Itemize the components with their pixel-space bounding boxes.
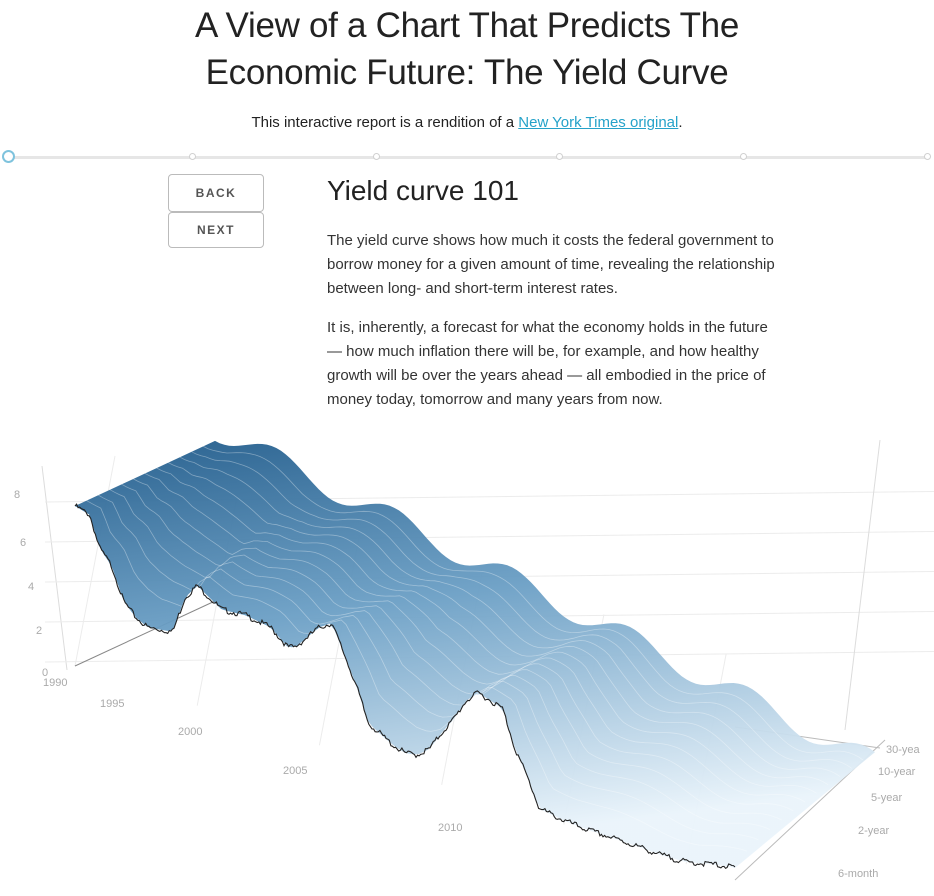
surface-band-line (133, 478, 794, 812)
axis-base-depth (74, 600, 216, 667)
progress-step-5[interactable] (740, 153, 747, 160)
yield-surface-bands (86, 446, 864, 852)
progress-step-3[interactable] (373, 153, 380, 160)
surface-band-line (121, 483, 782, 821)
x-tick-label: 2000 (178, 726, 202, 738)
yield-surface (75, 440, 875, 868)
x-tick-label: 2005 (283, 765, 307, 777)
section-paragraph-1: The yield curve shows how much it costs … (327, 232, 775, 297)
six-month-yield-line (74, 503, 736, 869)
surface-band-line (156, 467, 817, 794)
surface-band-line (179, 456, 841, 777)
progress-step-1[interactable] (2, 150, 15, 163)
y-tick-label: 4 (28, 581, 34, 593)
six-month-yield-path (74, 503, 736, 869)
section-paragraph-2: It is, inherently, a forecast for what t… (327, 319, 768, 408)
surface-band-line (109, 489, 771, 830)
section-title: Yield curve 101 (327, 175, 519, 206)
progress-step-2[interactable] (189, 153, 196, 160)
y-tick-label: 0 (42, 667, 48, 679)
yield-surface-area (75, 440, 875, 868)
y-tick-label: 6 (20, 537, 26, 549)
nyt-original-link[interactable]: New York Times original (518, 114, 679, 131)
surface-band-line (144, 473, 806, 803)
progress-step-4[interactable] (556, 153, 563, 160)
next-button[interactable]: NEXT (168, 212, 264, 248)
report-title: A View of a Chart That Predicts The Econ… (0, 2, 934, 96)
maturity-tick-label: 5-year (871, 792, 903, 804)
maturity-tick-label: 6-month (838, 868, 878, 880)
report-subtitle: This interactive report is a rendition o… (0, 114, 934, 131)
surface-band-line (98, 494, 759, 841)
surface-band-line (168, 462, 829, 786)
report-title-line-2: Economic Future: The Yield Curve (205, 53, 729, 92)
subtitle-prefix: This interactive report is a rendition o… (251, 114, 519, 131)
step-progress-bar (2, 150, 931, 163)
x-tick-label: 2010 (438, 822, 462, 834)
progress-step-6[interactable] (924, 153, 931, 160)
surface-band-line (191, 451, 852, 769)
y-tick-label: 8 (14, 489, 20, 501)
maturity-tick-label: 2-year (858, 825, 890, 837)
subtitle-suffix: . (678, 114, 683, 131)
surface-band-line (203, 446, 864, 761)
x-tick-label: 1995 (100, 698, 124, 710)
x-tick-label: 1990 (43, 677, 67, 689)
back-button[interactable]: BACK (168, 174, 264, 212)
maturity-tick-label: 10-year (878, 766, 916, 778)
maturity-tick-label: 30-yea (886, 744, 921, 756)
grid-wall-edge (41, 465, 68, 671)
report-title-line-1: A View of a Chart That Predicts The (195, 6, 739, 45)
y-tick-label: 2 (36, 625, 42, 637)
grid-right-wall-edge (844, 439, 881, 731)
